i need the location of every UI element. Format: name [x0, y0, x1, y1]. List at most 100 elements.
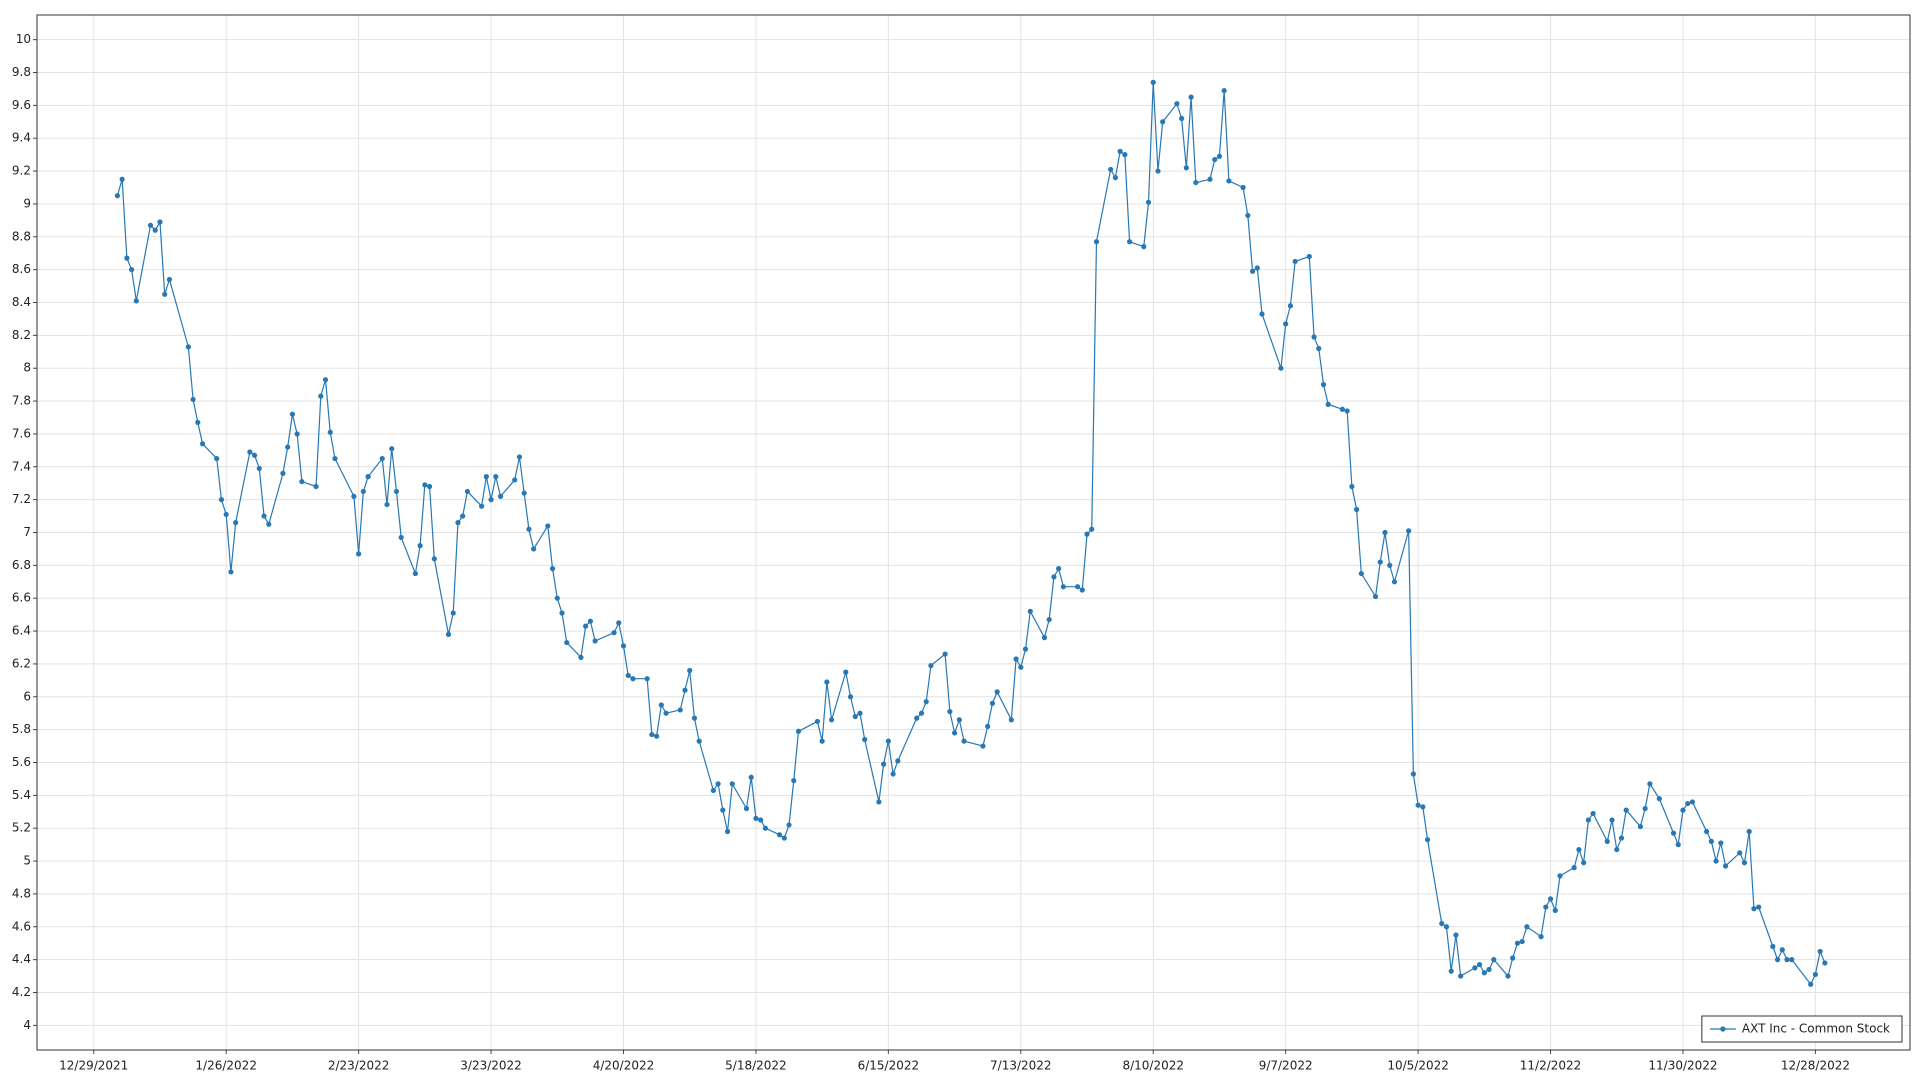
- data-point: [1056, 566, 1062, 572]
- data-point: [1382, 529, 1388, 536]
- data-point: [228, 569, 234, 575]
- data-point: [649, 731, 655, 738]
- data-point: [1174, 101, 1180, 107]
- data-point: [1751, 906, 1757, 912]
- data-point: [644, 676, 650, 682]
- data-point: [1656, 796, 1662, 802]
- data-point: [1822, 960, 1828, 966]
- y-tick-label: 5.8: [12, 722, 31, 736]
- data-point: [1406, 528, 1412, 534]
- y-tick-label: 4.4: [12, 952, 31, 966]
- data-point: [918, 710, 925, 716]
- data-point: [1292, 258, 1298, 265]
- data-point: [994, 689, 1000, 695]
- data-point: [460, 513, 466, 519]
- y-tick-label: 7.8: [12, 394, 31, 408]
- data-point: [1774, 957, 1781, 963]
- data-point: [1812, 971, 1819, 978]
- data-point: [947, 708, 953, 715]
- data-point: [1283, 321, 1289, 327]
- y-tick-label: 6.6: [12, 591, 31, 605]
- data-point: [1618, 835, 1625, 841]
- data-point: [1287, 303, 1293, 309]
- data-point: [214, 455, 220, 462]
- data-point: [1391, 579, 1398, 585]
- data-point: [895, 758, 901, 764]
- data-point: [417, 543, 423, 549]
- data-point: [1524, 924, 1530, 930]
- data-point: [1647, 781, 1653, 787]
- data-point: [1424, 837, 1431, 843]
- data-point: [1160, 119, 1166, 125]
- data-point: [1756, 904, 1762, 910]
- data-point: [786, 822, 792, 828]
- y-tick-label: 9: [23, 196, 31, 210]
- data-point: [1420, 804, 1426, 810]
- data-point: [512, 477, 518, 483]
- data-point: [1122, 152, 1128, 158]
- data-point: [829, 717, 835, 723]
- data-point: [431, 556, 437, 562]
- data-point: [961, 738, 967, 744]
- data-point: [280, 470, 286, 476]
- data-point: [133, 298, 139, 304]
- data-point: [318, 393, 324, 399]
- data-point: [1505, 973, 1511, 979]
- data-point: [1557, 873, 1563, 879]
- data-point: [1089, 526, 1095, 532]
- data-point: [1316, 345, 1322, 352]
- data-point: [814, 718, 821, 725]
- data-point: [1240, 184, 1246, 191]
- data-point: [1704, 828, 1710, 835]
- data-point: [710, 787, 716, 794]
- data-point: [758, 817, 764, 823]
- data-point: [1571, 865, 1577, 871]
- data-point: [119, 176, 125, 182]
- data-point: [1372, 593, 1379, 600]
- data-point: [1108, 166, 1114, 173]
- data-point: [185, 344, 191, 350]
- data-point: [1377, 559, 1383, 565]
- data-point: [1344, 408, 1350, 414]
- data-point: [658, 702, 664, 708]
- data-point: [162, 291, 168, 297]
- data-point: [365, 474, 371, 480]
- data-point: [195, 419, 201, 426]
- data-point: [1155, 168, 1161, 174]
- data-point: [218, 497, 225, 503]
- data-point: [914, 715, 920, 721]
- data-point: [1221, 87, 1227, 94]
- legend-marker: [1720, 1026, 1726, 1032]
- data-point: [1254, 265, 1260, 271]
- x-tick-label: 5/18/2022: [725, 1059, 787, 1073]
- data-point: [1117, 148, 1123, 154]
- data-point: [583, 623, 589, 629]
- data-point: [985, 723, 991, 729]
- data-point: [687, 667, 693, 674]
- data-point: [781, 835, 787, 841]
- x-tick-label: 6/15/2022: [858, 1059, 920, 1073]
- data-point: [1013, 656, 1019, 662]
- data-point: [625, 672, 631, 679]
- data-point: [956, 717, 962, 723]
- data-point: [1074, 584, 1081, 590]
- data-point: [1609, 817, 1615, 823]
- x-tick-label: 10/5/2022: [1387, 1059, 1449, 1073]
- data-point: [1637, 823, 1644, 830]
- y-tick-label: 9.6: [12, 98, 31, 112]
- x-tick-label: 11/30/2022: [1648, 1059, 1717, 1073]
- data-point: [1741, 860, 1748, 866]
- data-point: [1623, 807, 1629, 813]
- data-point: [951, 730, 958, 736]
- data-point: [862, 736, 868, 743]
- data-point: [1415, 802, 1421, 808]
- x-tick-label: 11/2/2022: [1520, 1059, 1582, 1073]
- series-line: [116, 82, 1826, 986]
- data-point: [1817, 948, 1823, 955]
- data-point: [1112, 175, 1118, 181]
- data-point: [488, 497, 494, 503]
- data-point: [327, 429, 333, 435]
- data-point: [1008, 717, 1014, 723]
- data-point: [762, 825, 768, 831]
